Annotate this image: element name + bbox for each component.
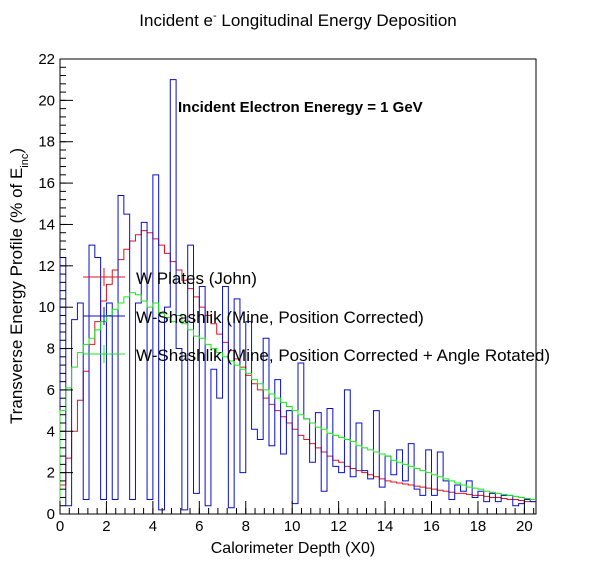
series-layer [59,79,536,514]
y-axis-label-sub: inc [19,153,31,168]
x-tick-label: 10 [284,518,301,535]
legend: W Plates (John) W-Shashlik (Mine, Positio… [83,268,550,365]
x-tick-label: 20 [516,518,533,535]
y-tick-label: 2 [47,465,55,482]
legend-label-2: W-Shashlik (Mine, Position Corrected + A… [136,346,550,365]
x-tick-label: 6 [195,518,203,535]
chart-title-rest: Longitudinal Energy Deposition [217,11,457,30]
chart-annotation: Incident Electron Eneregy = 1 GeV [178,99,423,116]
y-tick-label: 20 [38,92,55,109]
y-tick-label: 16 [38,175,55,192]
y-tick-label: 14 [38,216,55,233]
chart-title-sup: - [213,10,217,22]
x-tick-label: 4 [149,518,157,535]
legend-label-0: W Plates (John) [136,269,257,288]
y-tick-label: 0 [47,506,55,523]
y-tick-label: 10 [38,299,55,316]
y-tick-label: 18 [38,134,55,151]
y-axis-label-main: Transverse Energy Profile (% of E [7,168,26,424]
tick-layer: 0 2 4 6 8 10 12 14 16 18 20 0 2 4 6 8 10 12 14 16 18 20 22 [38,51,535,535]
x-axis-label: Calorimeter Depth (X0) [211,540,376,557]
chart-title-main: Incident e [139,11,213,30]
series-line-2 [59,292,536,514]
y-tick-label: 4 [47,423,55,440]
chart-title: Incident e- Longitudinal Energy Depositi… [139,10,456,30]
series-line-1 [59,79,536,514]
x-tick-label: 8 [242,518,250,535]
x-tick-label: 16 [423,518,440,535]
y-axis-label: Transverse Energy Profile (% of Einc) [7,148,31,424]
y-tick-label: 6 [47,382,55,399]
x-tick-label: 0 [56,518,64,535]
x-tick-label: 14 [377,518,394,535]
legend-label-1: W-Shashlik (Mine, Position Corrected) [136,308,424,327]
y-tick-label: 22 [38,51,55,68]
x-tick-label: 2 [102,518,110,535]
y-axis-label-close: ) [7,148,26,154]
x-tick-label: 12 [330,518,347,535]
x-tick-label: 18 [470,518,487,535]
series-line-0 [59,230,536,514]
y-tick-label: 8 [47,341,55,358]
y-tick-label: 12 [38,258,55,275]
